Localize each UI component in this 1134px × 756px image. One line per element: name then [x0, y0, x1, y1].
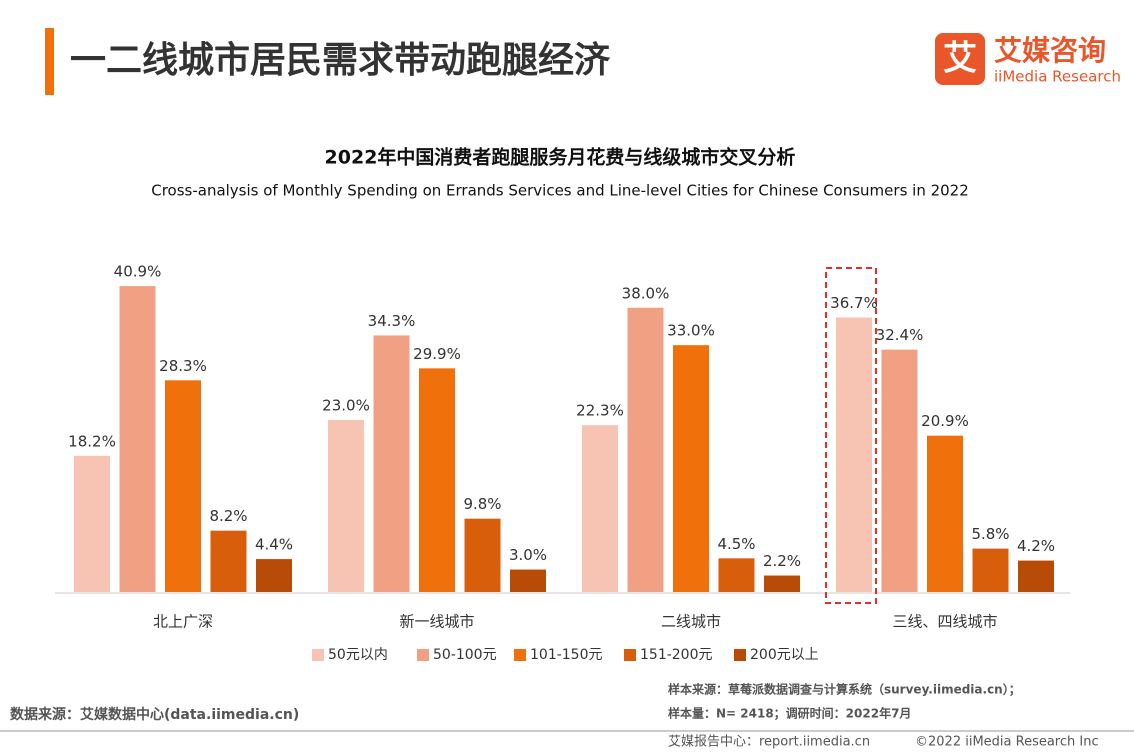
x-tick-label: 三线、四线城市: [892, 613, 997, 631]
bar: [373, 335, 410, 592]
bar: [718, 558, 755, 592]
bar: [210, 530, 247, 592]
value-label: 33.0%: [667, 322, 715, 340]
legend-swatch: [417, 649, 429, 661]
bar: [510, 569, 546, 592]
chart-title: 2022年中国消费者跑腿服务月花费与线级城市交叉分析: [325, 146, 796, 169]
report-center: 艾媒报告中心：report.iimedia.cn: [668, 735, 870, 750]
legend-swatch: [514, 649, 526, 661]
legend-label: 200元以上: [750, 647, 819, 663]
logo-sub: iiMedia Research: [994, 68, 1121, 86]
value-label: 22.3%: [576, 402, 624, 420]
source: 数据来源：艾媒数据中心(data.iimedia.cn): [10, 706, 299, 723]
x-tick-label: 北上广深: [153, 613, 213, 631]
sample-source: 样本来源：草莓派数据调查与计算系统（survey.iimedia.cn）；: [668, 682, 1021, 697]
legend-label: 50-100元: [433, 647, 497, 663]
legend-label: 151-200元: [640, 647, 713, 663]
value-label: 36.7%: [830, 294, 878, 312]
logo-name: 艾媒咨询: [994, 34, 1106, 67]
bar: [627, 307, 664, 592]
bar: [764, 575, 800, 592]
value-label: 32.4%: [876, 326, 924, 344]
bar: [256, 559, 292, 592]
value-label: 40.9%: [114, 263, 162, 281]
bar: [328, 419, 364, 592]
value-label: 4.2%: [1017, 537, 1055, 555]
bar: [673, 345, 709, 592]
logo-icon: 艾: [943, 39, 977, 79]
sample-size: 样本量：N= 2418；调研时间：2022年7月: [668, 706, 911, 721]
value-label: 4.4%: [255, 536, 293, 554]
value-label: 18.2%: [68, 432, 116, 450]
bar: [119, 286, 156, 592]
value-label: 28.3%: [159, 357, 207, 375]
value-label: 2.2%: [763, 552, 801, 570]
bar: [419, 368, 455, 592]
x-tick-label: 二线城市: [661, 613, 721, 631]
x-tick-label: 新一线城市: [399, 613, 474, 631]
value-label: 8.2%: [209, 507, 247, 525]
copyright: ©2022 iiMedia Research Inc: [915, 735, 1099, 750]
legend-swatch: [624, 649, 636, 661]
logo-icon-bg: [935, 33, 985, 85]
legend-label: 50元以内: [328, 647, 388, 663]
value-label: 9.8%: [463, 495, 501, 513]
value-label: 23.0%: [322, 396, 370, 414]
bar: [165, 380, 201, 592]
legend-swatch: [734, 649, 746, 661]
legend-swatch: [312, 649, 324, 661]
bar: [74, 455, 110, 592]
bar: [881, 349, 918, 592]
title-bar: [45, 28, 54, 95]
value-label: 5.8%: [971, 525, 1009, 543]
value-label: 3.0%: [509, 546, 547, 564]
bar: [836, 317, 872, 592]
bar: [464, 518, 501, 592]
bar: [582, 425, 618, 592]
value-label: 20.9%: [921, 412, 969, 430]
value-label: 34.3%: [368, 312, 416, 330]
bar: [972, 548, 1009, 592]
bar: [927, 435, 963, 592]
page-title: 一二线城市居民需求带动跑腿经济: [70, 40, 611, 81]
chart-subtitle: Cross-analysis of Monthly Spending on Er…: [151, 182, 969, 200]
highlight-box: [825, 267, 877, 604]
bar: [1018, 560, 1054, 592]
value-label: 4.5%: [717, 535, 755, 553]
value-label: 38.0%: [622, 284, 670, 302]
value-label: 29.9%: [413, 345, 461, 363]
legend-label: 101-150元: [530, 647, 603, 663]
